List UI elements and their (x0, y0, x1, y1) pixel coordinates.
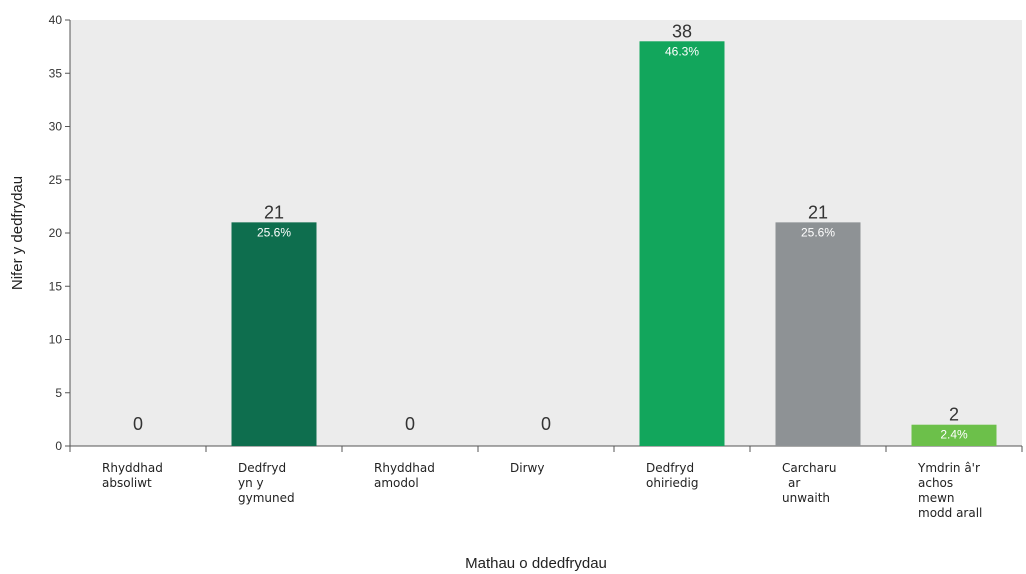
y-tick-label: 25 (49, 173, 63, 187)
bar (639, 41, 725, 447)
bar-percent-label: 25.6% (257, 225, 291, 239)
bar (775, 222, 861, 446)
y-tick-label: 20 (49, 226, 63, 240)
y-axis-title: Nifer y dedfrydau (9, 176, 26, 290)
y-tick-label: 0 (55, 439, 62, 453)
bar (231, 222, 317, 446)
x-category-label: Rhyddhad absoliwt (102, 461, 163, 490)
y-tick-label: 40 (49, 13, 63, 27)
bar-percent-label: 25.6% (801, 225, 835, 239)
bar-value-label: 38 (672, 21, 692, 41)
bar-value-label: 21 (808, 202, 828, 222)
bars-group: 0 21 25.6% 0 0 38 46.3% 21 25.6% 2 2.4% (133, 21, 997, 447)
y-tick-label: 15 (49, 279, 63, 293)
bar-value-label: 0 (133, 414, 143, 434)
y-tick-label: 30 (49, 120, 63, 134)
y-tick-label: 5 (55, 386, 62, 400)
y-axis: 0 5 10 15 20 25 30 35 40 (49, 13, 71, 453)
y-tick-label: 35 (49, 66, 63, 80)
bar-percent-label: 46.3% (665, 44, 699, 58)
x-category-label: Rhyddhad amodol (374, 461, 435, 490)
x-category-label: Ymdrin â'r achos mewn modd arall (917, 461, 982, 520)
plot-area (70, 20, 1022, 446)
bar-value-label: 2 (949, 405, 959, 425)
bar-value-label: 21 (264, 202, 284, 222)
x-axis-title: Mathau o ddedfrydau (465, 555, 607, 572)
bar-percent-label: 2.4% (940, 428, 968, 442)
x-category-label: Dedfryd yn y gymuned (238, 461, 295, 505)
x-category-label: Carcharu ar unwaith (782, 461, 837, 505)
bar-value-label: 0 (541, 414, 551, 434)
x-category-label: Dedfryd ohiriedig (646, 461, 699, 490)
x-category-label: Dirwy (510, 461, 544, 475)
x-axis: Rhyddhad absoliwt Dedfryd yn y gymuned Rhyddh… (69, 445, 1023, 520)
bar-value-label: 0 (405, 414, 415, 434)
bar (911, 424, 997, 446)
y-tick-label: 10 (49, 333, 63, 347)
